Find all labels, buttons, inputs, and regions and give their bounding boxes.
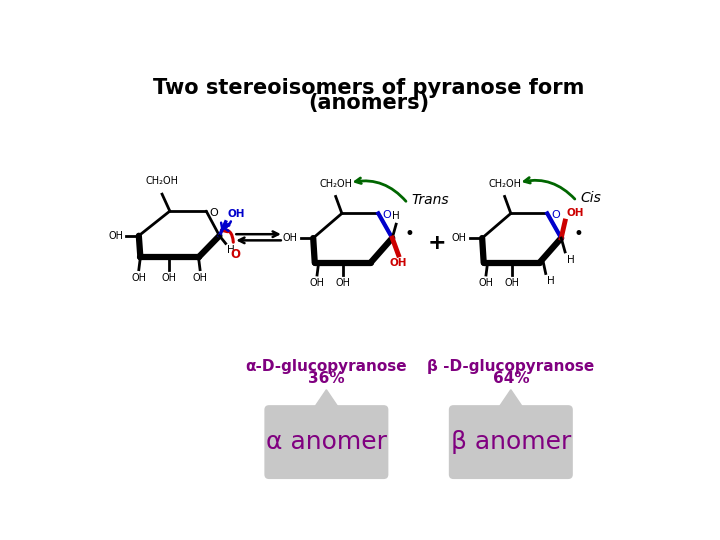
Text: OH: OH xyxy=(310,278,325,288)
Text: α anomer: α anomer xyxy=(266,430,387,454)
FancyBboxPatch shape xyxy=(264,405,388,479)
Text: 64%: 64% xyxy=(492,372,529,387)
Text: H: H xyxy=(567,255,575,265)
Text: (anomers): (anomers) xyxy=(308,93,430,113)
Text: β anomer: β anomer xyxy=(451,430,571,454)
Text: OH: OH xyxy=(192,273,207,283)
Polygon shape xyxy=(498,390,524,410)
Text: β -D-glucopyranose: β -D-glucopyranose xyxy=(427,359,595,374)
Text: OH: OH xyxy=(390,258,408,268)
Text: OH: OH xyxy=(131,273,146,283)
Text: OH: OH xyxy=(108,231,123,241)
Text: OH: OH xyxy=(283,233,297,243)
Text: OH: OH xyxy=(451,233,467,243)
Text: H: H xyxy=(547,276,555,286)
Text: OH: OH xyxy=(228,209,245,219)
Text: OH: OH xyxy=(479,278,493,288)
Text: CH₂OH: CH₂OH xyxy=(145,177,179,186)
Text: OH: OH xyxy=(335,278,350,288)
Text: 36%: 36% xyxy=(308,372,345,387)
Polygon shape xyxy=(312,390,340,410)
Text: •: • xyxy=(405,225,414,243)
Text: Cis: Cis xyxy=(580,191,601,205)
Text: H: H xyxy=(228,245,235,255)
Text: Two stereoisomers of pyranose form: Two stereoisomers of pyranose form xyxy=(153,78,585,98)
FancyBboxPatch shape xyxy=(449,405,573,479)
Text: +: + xyxy=(428,233,446,253)
Text: OH: OH xyxy=(504,278,519,288)
Text: O: O xyxy=(551,210,560,220)
Text: α-D-glucopyranose: α-D-glucopyranose xyxy=(246,359,408,374)
Text: OH: OH xyxy=(567,208,584,218)
Text: O: O xyxy=(382,210,391,220)
Text: O: O xyxy=(230,248,240,261)
Text: •: • xyxy=(573,225,583,243)
Text: O: O xyxy=(210,208,218,218)
Text: H: H xyxy=(392,211,400,221)
Text: CH₂OH: CH₂OH xyxy=(488,179,521,189)
Text: CH₂OH: CH₂OH xyxy=(319,179,352,189)
Text: OH: OH xyxy=(162,273,177,283)
Text: Trans: Trans xyxy=(412,193,449,206)
